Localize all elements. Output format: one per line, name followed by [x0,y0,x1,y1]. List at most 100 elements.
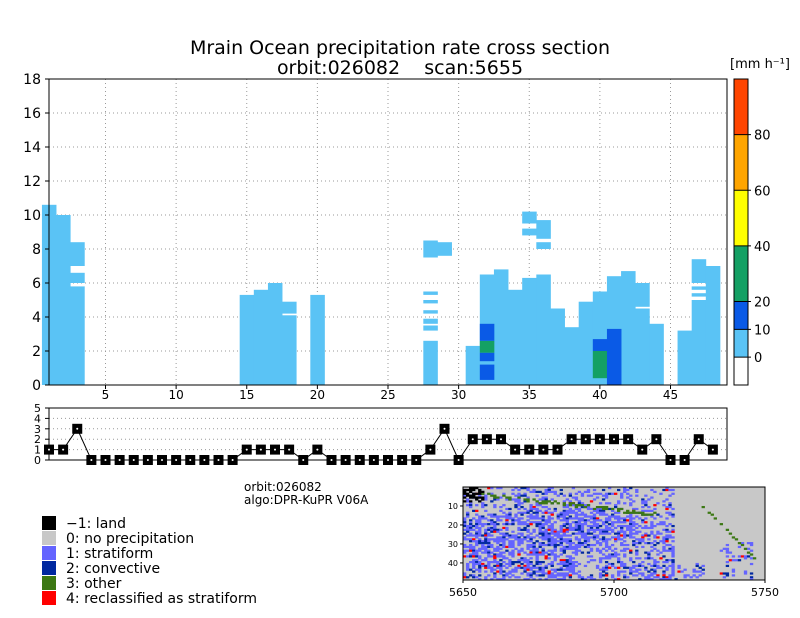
map-cell [632,536,636,539]
map-cell [601,553,606,556]
map-cell [650,530,654,533]
map-cell [749,542,754,545]
map-cell [598,524,603,528]
map-cell [466,562,470,566]
map-cell [598,509,603,512]
map-cell [665,488,669,492]
map-cell [571,528,576,531]
map-cell [635,523,639,526]
map-cell [535,557,539,560]
map-cell [629,521,633,524]
map-cell [526,540,530,543]
map-cell [665,540,669,543]
map-cell [614,536,618,539]
map-cell [466,564,470,568]
map-cell [541,574,545,577]
map-cell [532,488,536,492]
map-cell [614,553,618,556]
map-cell [469,547,473,550]
map-cell [508,523,512,526]
map-cell [559,549,563,552]
map-cell [475,549,479,552]
map-cell [583,540,588,543]
map-cell [577,530,582,533]
map-cell [626,547,630,550]
rain-type-marker-dot [669,459,672,461]
map-cell [541,532,545,535]
map-cell [586,551,591,554]
map-cell [604,561,609,564]
map-cell [517,521,521,524]
map-cell [469,540,473,543]
map-cell [671,549,675,552]
map-cell [577,543,582,547]
map-cell [532,578,536,581]
rain-type-marker-dot [471,438,474,441]
map-cell [508,559,512,562]
map-cell [526,561,530,564]
map-cell [656,574,660,577]
map-cell [665,543,669,547]
map-cell [487,526,491,530]
map-cell [481,523,485,526]
rain-column [691,259,707,283]
map-cell [713,517,717,520]
map-cell [629,487,633,490]
map-cell [535,562,539,566]
map-cell [562,524,566,528]
map-cell [508,498,512,501]
map-cell [580,526,585,530]
map-cell [604,496,609,499]
map-cell [553,500,557,503]
map-cell [562,538,566,541]
map-cell [544,496,548,499]
map-cell [617,515,621,518]
map-cell [629,549,633,552]
map-cell [478,532,482,535]
map-cell [580,502,585,505]
map-cell [626,524,630,528]
map-cell [526,498,530,501]
map-cell [541,568,545,571]
map-cell [577,507,582,511]
rain-column [239,294,255,385]
map-cell [529,549,533,552]
map-cell [610,536,615,539]
map-cell [544,564,548,568]
map-cell [466,524,470,528]
map-cell [484,540,488,543]
map-cell [586,530,591,533]
map-cell [523,536,527,539]
map-cell [526,574,530,577]
map-cell [692,570,696,573]
map-cell [623,487,627,490]
map-cell [538,568,542,571]
map-cell [617,511,621,514]
map-cell [620,528,624,531]
map-cell [478,566,482,569]
map-cell [469,532,473,535]
map-cell [752,557,757,560]
map-cell [647,538,651,541]
map-cell [638,542,642,545]
map-cell [541,517,545,520]
map-cell [592,515,597,518]
map-cell [632,523,636,526]
rain-type-marker-dot [358,459,361,461]
rain-type-marker-dot [231,459,234,461]
map-cell [571,561,576,564]
map-cell [535,521,539,524]
map-cell [580,505,585,509]
map-cell [620,564,624,568]
map-cell [517,507,521,511]
map-cell [644,542,648,545]
map-cell [623,488,627,492]
map-cell [601,547,606,550]
map-cell [668,559,672,562]
map-cell [463,490,467,493]
map-cell [632,532,636,535]
rain-column [536,242,551,249]
rain-type-marker-dot [76,427,79,430]
map-cell [671,566,675,569]
map-cell [662,578,666,581]
